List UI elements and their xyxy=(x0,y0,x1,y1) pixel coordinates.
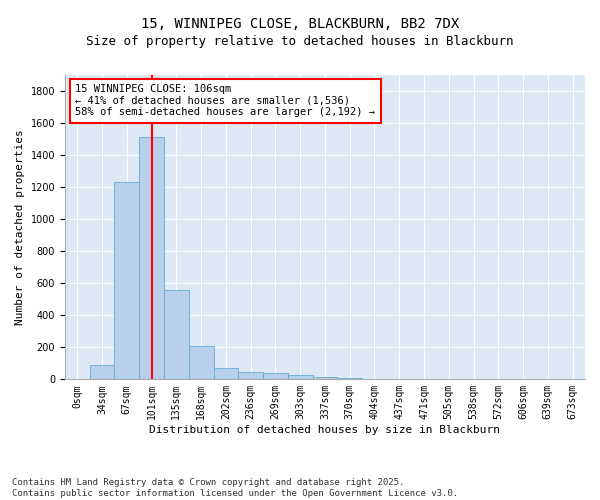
Text: 15 WINNIPEG CLOSE: 106sqm
← 41% of detached houses are smaller (1,536)
58% of se: 15 WINNIPEG CLOSE: 106sqm ← 41% of detac… xyxy=(76,84,376,117)
Bar xyxy=(337,378,362,380)
Bar xyxy=(139,136,164,380)
Bar xyxy=(189,346,214,380)
Y-axis label: Number of detached properties: Number of detached properties xyxy=(15,130,25,325)
Text: 15, WINNIPEG CLOSE, BLACKBURN, BB2 7DX: 15, WINNIPEG CLOSE, BLACKBURN, BB2 7DX xyxy=(141,18,459,32)
Text: Contains HM Land Registry data © Crown copyright and database right 2025.
Contai: Contains HM Land Registry data © Crown c… xyxy=(12,478,458,498)
Bar xyxy=(362,378,387,380)
Bar xyxy=(164,290,189,380)
Bar xyxy=(313,377,337,380)
X-axis label: Distribution of detached houses by size in Blackburn: Distribution of detached houses by size … xyxy=(149,425,500,435)
Bar xyxy=(115,182,139,380)
Bar xyxy=(214,368,238,380)
Bar xyxy=(89,365,115,380)
Bar xyxy=(238,372,263,380)
Text: Size of property relative to detached houses in Blackburn: Size of property relative to detached ho… xyxy=(86,35,514,48)
Bar xyxy=(288,375,313,380)
Bar xyxy=(263,374,288,380)
